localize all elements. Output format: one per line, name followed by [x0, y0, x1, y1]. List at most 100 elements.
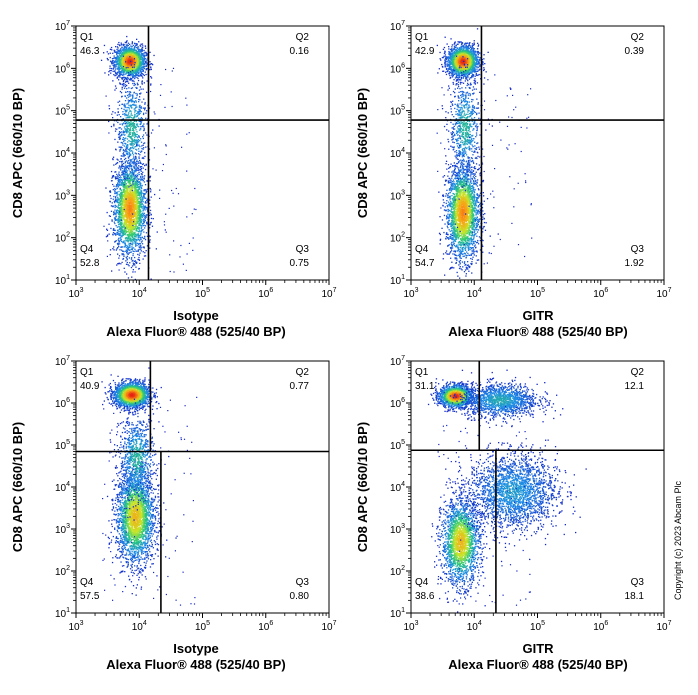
event-dot [134, 205, 136, 208]
event-dot [117, 239, 119, 241]
event-dot [126, 123, 128, 125]
event-dot [128, 139, 130, 142]
event-dot [139, 62, 141, 64]
event-dot [127, 60, 129, 62]
event-dot [140, 203, 142, 205]
event-dot [135, 236, 137, 238]
event-dot [121, 221, 123, 223]
event-dot [142, 163, 145, 165]
event-dot [140, 219, 142, 221]
event-dot [118, 217, 120, 219]
event-dot [114, 213, 116, 215]
event-dot [131, 69, 134, 72]
event-dot [140, 74, 142, 77]
event-dot [146, 54, 148, 56]
event-dot [127, 157, 130, 159]
event-dot [135, 196, 137, 198]
event-dot [123, 145, 126, 147]
event-dot [138, 201, 141, 203]
event-dot [119, 168, 122, 170]
event-dot [110, 205, 113, 207]
event-dot [140, 241, 143, 243]
event-dot [124, 109, 127, 111]
event-dot [117, 56, 119, 58]
event-dot [140, 55, 143, 58]
event-dot [128, 66, 130, 68]
event-dot [120, 128, 123, 130]
event-dot [129, 228, 131, 230]
event-dot [111, 180, 113, 182]
event-dot [129, 183, 131, 185]
event-dot [135, 86, 137, 89]
event-dot [128, 58, 130, 60]
event-dot [141, 178, 143, 180]
event-dot [131, 65, 134, 67]
event-dot [123, 201, 125, 204]
event-dot [112, 111, 114, 113]
event-dot [146, 235, 149, 237]
event-dot [130, 50, 132, 52]
event-dot [142, 195, 144, 198]
event-dot [126, 35, 128, 38]
event-dot [144, 164, 146, 167]
event-dot [125, 249, 127, 251]
event-dot [133, 68, 135, 70]
event-dot [125, 143, 127, 145]
event-dot [131, 187, 133, 189]
event-dot [129, 232, 131, 235]
event-dot [103, 52, 105, 54]
event-dot [128, 174, 130, 176]
event-dot [142, 63, 145, 65]
event-dot [112, 80, 114, 82]
event-dot [137, 69, 139, 71]
event-dot [113, 57, 115, 59]
event-dot [116, 62, 118, 64]
event-dot [125, 80, 127, 83]
event-dot [135, 167, 138, 169]
event-dot [119, 76, 121, 78]
event-dot [127, 264, 129, 266]
event-dot [117, 59, 119, 61]
event-dot [135, 106, 137, 109]
event-dot [109, 56, 111, 59]
event-dot [146, 64, 148, 66]
event-dot [106, 228, 108, 230]
event-dot [135, 139, 138, 141]
event-dot [145, 214, 147, 216]
event-dot [134, 214, 137, 216]
event-dot [134, 71, 136, 73]
event-dot [133, 237, 135, 239]
event-dot [109, 67, 111, 69]
event-dot [130, 114, 132, 116]
event-dot [127, 181, 129, 183]
event-dot [126, 186, 129, 189]
event-dot [117, 198, 120, 200]
event-dot [126, 64, 128, 66]
event-dot [135, 189, 137, 191]
event-dot [135, 187, 137, 189]
event-dot [124, 114, 126, 117]
event-dot [119, 217, 121, 219]
event-dot [131, 56, 133, 59]
event-dot [118, 55, 120, 58]
event-dot [144, 142, 146, 144]
event-dot [145, 117, 147, 119]
event-dot [142, 70, 144, 72]
event-dot [130, 74, 132, 76]
event-dot [137, 161, 139, 163]
event-dot [138, 217, 141, 219]
event-dot [118, 68, 121, 71]
event-dot [122, 165, 125, 168]
event-dot [143, 58, 145, 60]
event-dot [128, 82, 130, 84]
event-dot [121, 230, 123, 232]
event-dot [136, 190, 138, 192]
event-dot [128, 220, 130, 222]
event-dot [131, 169, 133, 171]
event-dot [135, 199, 137, 201]
event-dot [124, 63, 126, 66]
event-dot [135, 163, 138, 165]
event-dot [118, 234, 120, 236]
event-dot [126, 144, 128, 147]
